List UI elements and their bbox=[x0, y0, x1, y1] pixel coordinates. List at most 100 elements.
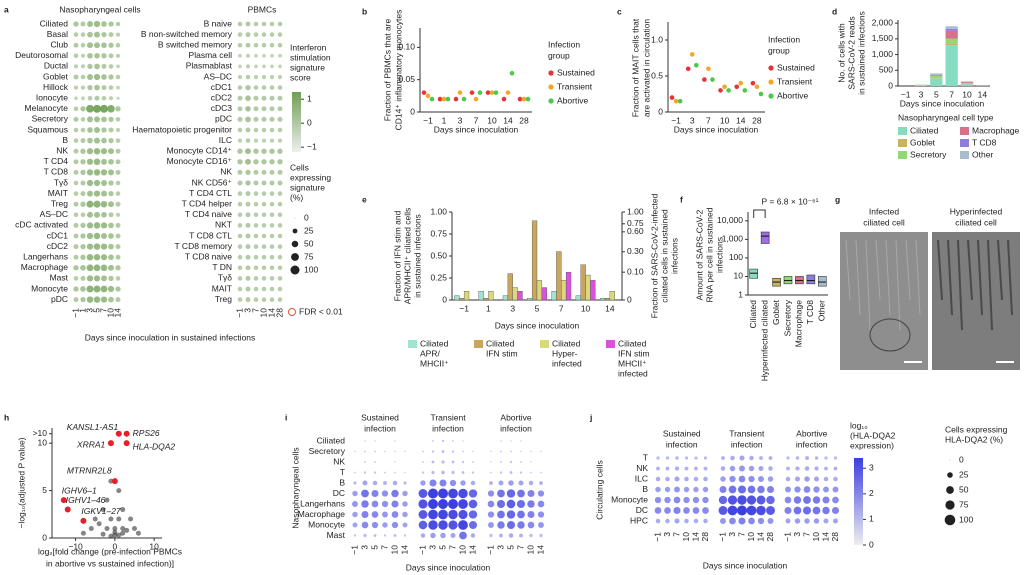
dot bbox=[654, 507, 662, 514]
x-axis-label: Days since inoculation bbox=[703, 560, 788, 570]
dot bbox=[269, 276, 275, 281]
dot bbox=[540, 471, 542, 474]
y-tick-label: 2,000 bbox=[872, 17, 894, 27]
dot bbox=[665, 518, 670, 524]
dot bbox=[449, 479, 457, 487]
legend-swatch bbox=[540, 340, 549, 348]
size-label: 0 bbox=[304, 212, 309, 222]
dot bbox=[100, 104, 108, 113]
dot bbox=[500, 440, 502, 442]
dot bbox=[87, 137, 93, 144]
dot bbox=[115, 117, 121, 122]
point bbox=[754, 84, 760, 90]
bar bbox=[527, 298, 533, 301]
dot bbox=[277, 276, 283, 281]
point bbox=[441, 96, 447, 102]
y-axis-label: Amount of SARS-CoV-2 bbox=[694, 209, 704, 300]
dot bbox=[795, 456, 800, 460]
row-label: Langerhans bbox=[300, 498, 345, 508]
y-axis-label: Circulating cells bbox=[594, 460, 604, 520]
legend-title: Nasopharyngeal cell type bbox=[898, 112, 994, 122]
dot bbox=[93, 264, 101, 272]
dot bbox=[253, 42, 259, 48]
dot bbox=[729, 517, 736, 525]
dot bbox=[684, 466, 689, 471]
dot bbox=[441, 439, 445, 443]
dot bbox=[497, 521, 505, 529]
y-tick-label: 0.50 bbox=[430, 250, 447, 260]
dot bbox=[86, 275, 94, 282]
column-label: 5 bbox=[91, 308, 101, 313]
dot bbox=[269, 148, 275, 154]
bar bbox=[561, 280, 567, 301]
y-axis-label: in sustained infections bbox=[856, 11, 866, 95]
x-axis-label: Days since inoculation bbox=[900, 98, 985, 108]
x-tick-label: 14 bbox=[978, 89, 988, 99]
point bbox=[677, 98, 683, 104]
group-title: infection bbox=[731, 439, 763, 449]
legend-swatch bbox=[960, 151, 969, 159]
dot bbox=[353, 481, 357, 485]
dot bbox=[80, 296, 86, 303]
dot bbox=[245, 158, 251, 165]
dot bbox=[374, 440, 376, 442]
bar bbox=[960, 83, 974, 84]
column-label: 7 bbox=[447, 545, 457, 550]
gene-label: IGKV1–27 bbox=[81, 506, 120, 516]
colorbar-label: 1 bbox=[307, 93, 312, 103]
point bbox=[453, 96, 459, 102]
dot bbox=[720, 476, 726, 482]
dot bbox=[237, 233, 243, 239]
dot bbox=[108, 180, 114, 186]
x-axis-label: log₂[fold change (pre-infection PBMCs bbox=[38, 546, 182, 556]
colorbar-label: 3 bbox=[869, 462, 874, 472]
column-label: 7 bbox=[736, 532, 746, 537]
dot bbox=[813, 486, 820, 493]
dot bbox=[527, 500, 535, 508]
dot bbox=[665, 466, 670, 471]
dot bbox=[94, 63, 100, 70]
point bbox=[112, 526, 118, 532]
point bbox=[750, 80, 756, 86]
point bbox=[477, 90, 483, 95]
x-tick-label: 5 bbox=[535, 303, 540, 313]
dot bbox=[115, 233, 121, 239]
legend-swatch bbox=[960, 139, 969, 147]
row-label: MAIT bbox=[212, 283, 232, 293]
dot bbox=[759, 456, 763, 460]
dot bbox=[702, 507, 709, 514]
dot bbox=[674, 518, 680, 524]
column-label: 3 bbox=[427, 545, 437, 550]
dot bbox=[108, 254, 114, 261]
dot bbox=[277, 233, 283, 239]
legend-label: Hyper- bbox=[552, 348, 578, 358]
dot bbox=[237, 169, 243, 175]
dot bbox=[245, 297, 251, 303]
group-title: infection bbox=[666, 439, 698, 449]
dot bbox=[665, 476, 670, 482]
dot bbox=[86, 296, 94, 303]
panel-title: Nasopharyngeal cells bbox=[59, 4, 140, 14]
y-tick-label: 0 bbox=[442, 294, 447, 304]
bar bbox=[459, 298, 465, 301]
dot bbox=[748, 517, 755, 525]
point bbox=[92, 516, 98, 522]
row-label: Monocyte bbox=[308, 519, 345, 529]
dot bbox=[508, 533, 514, 538]
dot bbox=[737, 485, 747, 494]
box bbox=[760, 231, 770, 244]
x-tick-label: 0 bbox=[112, 541, 117, 551]
y-axis-label: in sustained infections bbox=[412, 214, 422, 298]
bar bbox=[512, 287, 518, 301]
legend-swatch bbox=[474, 340, 483, 348]
dot bbox=[101, 74, 107, 80]
panel-label: f bbox=[680, 194, 683, 204]
dot bbox=[450, 533, 456, 538]
texture bbox=[875, 239, 881, 301]
dot bbox=[73, 32, 79, 37]
bar bbox=[585, 274, 591, 301]
legend-label: infected bbox=[552, 358, 582, 368]
point bbox=[710, 77, 715, 82]
dot bbox=[766, 506, 775, 515]
